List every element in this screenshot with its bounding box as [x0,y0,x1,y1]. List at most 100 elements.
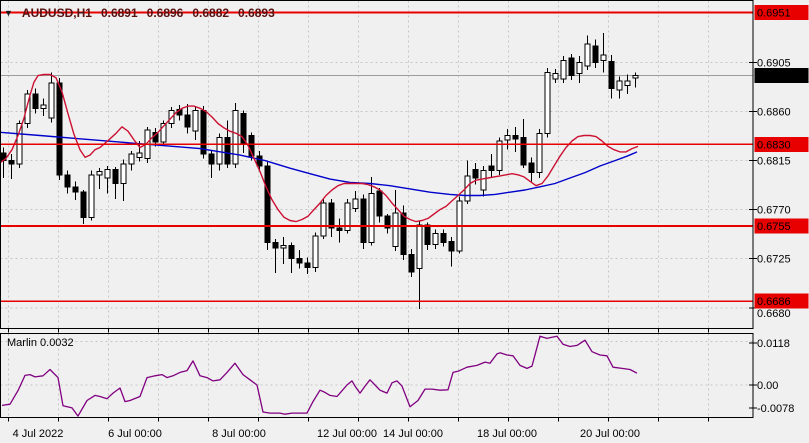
price-axis-label: 0.6860 [757,107,791,119]
candle-bullish [392,212,399,248]
candle-bearish [64,174,71,188]
price-axis-label: 0.6725 [757,254,791,266]
candle-bullish [584,43,591,67]
candle-bullish [576,62,583,74]
candle-bearish [360,198,367,243]
candle-bullish [88,174,95,218]
candle-bearish [256,155,263,167]
level-price-box [754,218,809,234]
candle-bullish [544,71,551,134]
indicator-name: Marlin [7,337,37,349]
current-price-box-label: 0.6893 [757,71,791,83]
candle-bearish [224,137,231,165]
candle-bullish [48,82,55,119]
level-price-box-label: 0.6830 [757,139,791,151]
candle-bearish [400,212,407,255]
time-axis-label: 20 Jul 00:00 [580,428,640,440]
candle-bearish [336,227,343,231]
candle-bullish [232,109,239,165]
candle-bullish [560,59,567,80]
time-axis-label: 8 Jul 00:00 [212,428,266,440]
candle-bearish [592,45,599,64]
candle-bearish [32,93,39,109]
chart-menu-arrow-icon[interactable]: ▼ [4,7,13,18]
time-axis-label: 18 Jul 00:00 [477,428,537,440]
candle-bullish [280,245,287,249]
candle-bearish [184,114,191,128]
time-axis-label: 6 Jul 00:00 [108,428,162,440]
ma-slow-line [0,131,638,197]
level-price-box [754,293,809,309]
candle-bearish [528,162,535,174]
candle-bearish [384,215,391,229]
indicator-label: Marlin 0.0032 [7,337,74,349]
candle-bearish [448,240,455,252]
candle-bearish [112,168,119,184]
candle-bearish [8,160,15,165]
candle-bearish [272,241,279,249]
candle-bearish [56,82,63,176]
candle-bullish [344,202,351,231]
candle-bearish [296,258,303,264]
price-axis-label: 0.6770 [757,205,791,217]
candle-bullish [136,152,143,158]
candle-bullish [104,168,111,179]
level-price-box [754,4,809,20]
candle-bearish [408,253,415,273]
price-axis-label: 0.6905 [757,58,791,70]
candle-bearish [520,137,527,166]
symbol-timeframe-label: AUDUSD,H1 [21,5,92,20]
candle-bullish [536,132,543,174]
price-axis-label: 0.6680 [757,308,791,320]
candle-bullish [368,192,375,243]
candle-bullish [352,198,359,210]
indicator-axis-label: -0.0078 [757,403,794,415]
ohlc-close: 0.6893 [238,5,275,20]
candle-bearish [328,202,335,229]
time-axis-label: 14 Jul 00:00 [383,428,443,440]
candle-bullish [616,80,623,91]
time-axis-label: 12 Jul 00:00 [317,428,377,440]
candle-bearish [488,165,495,171]
candle-bearish [304,262,311,268]
candle-bullish [320,202,327,237]
candle-bearish [200,109,207,155]
candle-bullish [432,233,439,246]
candle-bullish [24,93,31,125]
indicator-line [1,335,638,417]
level-price-box-label: 0.6755 [757,221,791,233]
candle-bearish [376,190,383,217]
candle-bullish [312,235,319,268]
ohlc-open: 0.6891 [100,5,138,20]
candle-bullish [120,163,127,184]
candle-bearish [80,191,87,218]
indicator-panel-border [0,333,754,418]
level-price-box-label: 0.6686 [757,296,791,308]
level-price-box [754,136,809,152]
candle-bullish [160,123,167,143]
candle-bearish [208,153,215,165]
candle-bullish [128,153,135,165]
candle-bullish [496,140,503,171]
indicator-axis-label: 0.00 [757,380,778,392]
ohlc-low: 0.6882 [192,5,230,20]
indicator-value: 0.0032 [40,337,74,349]
candle-bearish [72,186,79,193]
main-panel-border [0,0,754,329]
price-axis-label: 0.6815 [757,156,791,168]
candle-bullish [480,169,487,191]
candle-bullish [416,224,423,270]
candle-bullish [192,109,199,132]
ma-fast-line [0,73,639,223]
candle-bearish [512,135,519,140]
candle-bullish [632,75,639,79]
candle-bearish [472,168,479,179]
candle-bullish [600,54,607,61]
candle-bearish [424,224,431,246]
candle-bearish [264,165,271,243]
candle-bullish [552,72,559,80]
candle-bullish [96,171,103,176]
ohlc-high: 0.6896 [146,5,184,20]
